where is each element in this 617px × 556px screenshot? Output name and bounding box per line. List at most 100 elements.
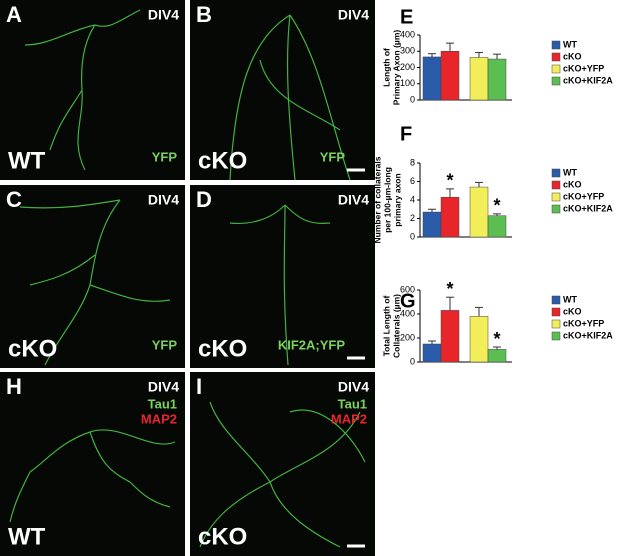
legend-swatch — [551, 64, 561, 74]
y-tick-label: 300 — [400, 46, 415, 56]
y-tick-label: 0 — [410, 356, 415, 366]
genotype-label: cKO — [198, 147, 247, 174]
panel-letter: G — [400, 290, 416, 312]
legend-label: cKO+KIF2A — [563, 330, 613, 340]
marker-label: MAP2 — [331, 411, 367, 426]
error-bar — [446, 188, 454, 198]
error-bar — [493, 346, 501, 350]
marker-label: KIF2A;YFP — [278, 337, 346, 352]
neuron — [229, 204, 331, 366]
bar — [487, 349, 507, 363]
neuron — [9, 429, 176, 523]
legend-label: cKO+YFP — [563, 318, 604, 328]
legend-label: cKO — [563, 51, 582, 61]
legend-swatch — [551, 180, 561, 190]
y-tick-label: 0 — [410, 94, 415, 104]
y-axis-label: per 100-µm-long — [382, 167, 392, 233]
bar — [422, 56, 442, 101]
bar — [487, 215, 507, 238]
marker-label: YFP — [320, 149, 346, 164]
y-tick-label: 6 — [410, 176, 415, 186]
legend-swatch — [551, 52, 561, 62]
y-tick-label: 4 — [410, 194, 415, 204]
bar — [469, 186, 489, 238]
y-tick-label: 400 — [400, 308, 415, 318]
genotype-label: cKO — [198, 335, 247, 362]
div-label: DIV4 — [148, 7, 179, 23]
div-label: DIV4 — [338, 7, 369, 23]
significance-marker: * — [446, 171, 453, 191]
panel-letter: E — [400, 6, 413, 28]
div-label: DIV4 — [148, 379, 179, 395]
marker-label: Tau1 — [338, 396, 367, 411]
panel-letter: H — [6, 374, 22, 399]
error-bar — [428, 53, 436, 57]
legend-label: WT — [563, 39, 577, 49]
y-tick-label: 200 — [400, 332, 415, 342]
y-axis-label: Length of — [381, 48, 391, 87]
legend-swatch — [551, 204, 561, 214]
micrographs: A DIV4 WT YFP B DIV4 cKO YFP C DIV4 cKO YFP D DIV4 cKO… — [0, 0, 375, 556]
y-tick-label: 0 — [410, 231, 415, 241]
legend-swatch — [551, 295, 561, 305]
neuron — [199, 401, 366, 548]
significance-marker: * — [493, 196, 500, 216]
error-bar — [493, 53, 501, 60]
y-tick-label: 8 — [410, 157, 415, 167]
y-axis-label: Collaterals (µm) — [391, 294, 401, 358]
error-bar — [446, 42, 454, 52]
micrograph — [0, 372, 185, 556]
y-tick-label: 200 — [400, 62, 415, 72]
error-bar — [428, 208, 436, 213]
panel-letter: D — [196, 187, 212, 212]
genotype-label: WT — [8, 523, 46, 550]
micrograph — [190, 0, 375, 180]
legend-swatch — [551, 331, 561, 341]
y-axis-label: Number of collaterals — [372, 156, 382, 243]
y-axis-label: Primary Axon (µm) — [391, 30, 401, 106]
marker-label: Tau1 — [148, 396, 177, 411]
panel-letter: A — [6, 2, 22, 27]
panel-letter: I — [196, 374, 202, 399]
significance-marker: * — [446, 279, 453, 299]
y-tick-label: 600 — [400, 284, 415, 294]
legend-swatch — [551, 40, 561, 50]
error-bar — [475, 52, 483, 58]
legend-swatch — [551, 319, 561, 329]
legend-swatch — [551, 192, 561, 202]
legend-label: cKO+YFP — [563, 191, 604, 201]
bar — [487, 58, 507, 101]
micrograph — [190, 185, 375, 368]
micrograph — [190, 372, 375, 556]
bar — [422, 343, 442, 363]
bar — [440, 51, 460, 101]
legend-label: cKO+KIF2A — [563, 75, 613, 85]
micrograph-panel: B DIV4 cKO YFP — [190, 0, 375, 181]
micrograph — [0, 185, 185, 368]
y-axis-label: Total Length of — [381, 295, 391, 356]
bar — [469, 57, 489, 101]
neuron — [24, 9, 141, 171]
y-tick-label: 100 — [400, 78, 415, 88]
y-tick-label: 400 — [400, 29, 415, 39]
y-axis-label: primary axon — [392, 173, 402, 226]
bar — [440, 196, 460, 238]
genotype-label: WT — [8, 147, 46, 174]
bar — [469, 316, 489, 363]
legend-label: WT — [563, 294, 577, 304]
error-bar — [493, 213, 501, 216]
legend-label: cKO+KIF2A — [563, 203, 613, 213]
marker-label: YFP — [152, 149, 178, 164]
panel-letter: C — [6, 187, 22, 212]
micrograph-panel: C DIV4 cKO YFP — [0, 185, 185, 368]
error-bar — [475, 181, 483, 188]
error-bar — [446, 296, 454, 311]
y-tick-label: 2 — [410, 213, 415, 223]
panel-letter: F — [400, 123, 412, 145]
div-label: DIV4 — [338, 379, 369, 395]
legend-label: cKO — [563, 179, 582, 189]
micrograph-panel: D DIV4 cKO KIF2A;YFP — [190, 185, 375, 368]
